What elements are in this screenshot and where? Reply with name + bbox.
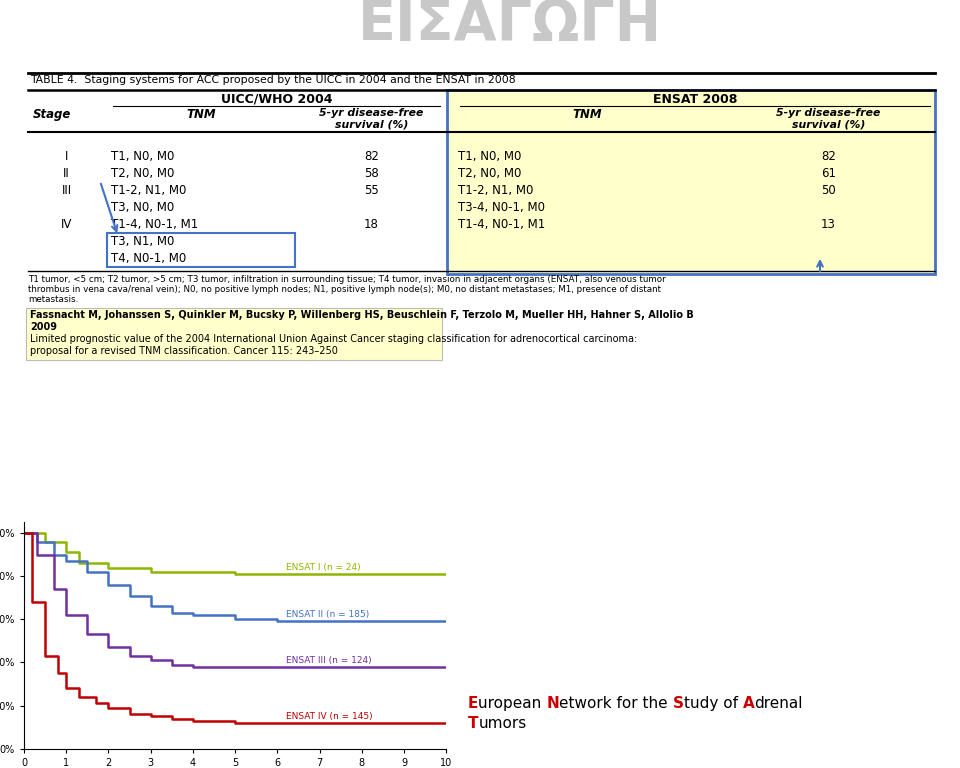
Text: UICC/WHO 2004: UICC/WHO 2004 — [221, 93, 332, 106]
Text: E: E — [468, 696, 478, 711]
Bar — [447, 90, 935, 274]
Text: T3, N1, M0: T3, N1, M0 — [111, 235, 175, 248]
Text: 82: 82 — [364, 150, 379, 163]
Text: 82: 82 — [821, 150, 836, 163]
Text: 58: 58 — [364, 167, 379, 180]
Text: 2009: 2009 — [30, 322, 57, 332]
Text: ΕΙΣΑΓΩΓΗ: ΕΙΣΑΓΩΓΗ — [358, 0, 662, 53]
Bar — [107, 233, 295, 267]
Bar — [26, 308, 442, 360]
Text: 55: 55 — [364, 184, 379, 197]
Text: II: II — [63, 167, 70, 180]
Text: etwork for the: etwork for the — [560, 696, 673, 711]
Text: T1-4, N0-1, M1: T1-4, N0-1, M1 — [458, 218, 545, 231]
Text: Fassnacht M, Johanssen S, Quinkler M, Bucsky P, Willenberg HS, Beuschlein F, Ter: Fassnacht M, Johanssen S, Quinkler M, Bu… — [30, 310, 694, 320]
Text: I: I — [65, 150, 68, 163]
Text: T3, N0, M0: T3, N0, M0 — [111, 201, 175, 214]
Text: S: S — [673, 696, 684, 711]
Text: Limited prognostic value of the 2004 International Union Against Cancer staging : Limited prognostic value of the 2004 Int… — [30, 334, 637, 344]
Text: T2, N0, M0: T2, N0, M0 — [111, 167, 175, 180]
Text: T2, N0, M0: T2, N0, M0 — [458, 167, 521, 180]
Text: T1-2, N1, M0: T1-2, N1, M0 — [111, 184, 186, 197]
Text: 61: 61 — [821, 167, 836, 180]
Text: 13: 13 — [821, 218, 836, 231]
Text: 50: 50 — [821, 184, 836, 197]
Text: T1, N0, M0: T1, N0, M0 — [458, 150, 521, 163]
Text: thrombus in vena cava/renal vein); N0, no positive lymph nodes; N1, positive lym: thrombus in vena cava/renal vein); N0, n… — [28, 285, 661, 294]
Text: III: III — [61, 184, 72, 197]
Text: T: T — [468, 716, 478, 731]
Text: 5-yr disease-free
survival (%): 5-yr disease-free survival (%) — [320, 108, 423, 130]
Text: ENSAT III (n = 124): ENSAT III (n = 124) — [286, 656, 372, 664]
Text: T4, N0-1, M0: T4, N0-1, M0 — [111, 252, 186, 265]
Text: T3-4, N0-1, M0: T3-4, N0-1, M0 — [458, 201, 545, 214]
Text: 5-yr disease-free
survival (%): 5-yr disease-free survival (%) — [777, 108, 880, 130]
Text: Stage: Stage — [33, 108, 71, 121]
Text: ENSAT I (n = 24): ENSAT I (n = 24) — [286, 563, 361, 572]
Text: T1-2, N1, M0: T1-2, N1, M0 — [458, 184, 534, 197]
Text: ENSAT II (n = 185): ENSAT II (n = 185) — [286, 611, 370, 619]
Text: umors: umors — [478, 716, 527, 731]
Text: drenal: drenal — [755, 696, 803, 711]
Text: TABLE 4.  Staging systems for ACC proposed by the UICC in 2004 and the ENSAT in : TABLE 4. Staging systems for ACC propose… — [30, 75, 516, 85]
Text: T1, N0, M0: T1, N0, M0 — [111, 150, 175, 163]
Text: IV: IV — [60, 218, 72, 231]
Text: TNM: TNM — [573, 108, 602, 121]
Text: uropean: uropean — [478, 696, 546, 711]
Text: ENSAT 2008: ENSAT 2008 — [653, 93, 737, 106]
Text: TNM: TNM — [186, 108, 216, 121]
Text: metastasis.: metastasis. — [28, 295, 79, 304]
Text: tudy of: tudy of — [684, 696, 743, 711]
Text: A: A — [743, 696, 755, 711]
Text: N: N — [546, 696, 560, 711]
Text: ENSAT IV (n = 145): ENSAT IV (n = 145) — [286, 712, 372, 720]
Text: 18: 18 — [364, 218, 379, 231]
Text: proposal for a revised TNM classification. Cancer 115: 243–250: proposal for a revised TNM classificatio… — [30, 346, 338, 356]
Text: T1-4, N0-1, M1: T1-4, N0-1, M1 — [111, 218, 199, 231]
Text: T1 tumor, <5 cm; T2 tumor, >5 cm; T3 tumor, infiltration in surrounding tissue; : T1 tumor, <5 cm; T2 tumor, >5 cm; T3 tum… — [28, 275, 665, 284]
